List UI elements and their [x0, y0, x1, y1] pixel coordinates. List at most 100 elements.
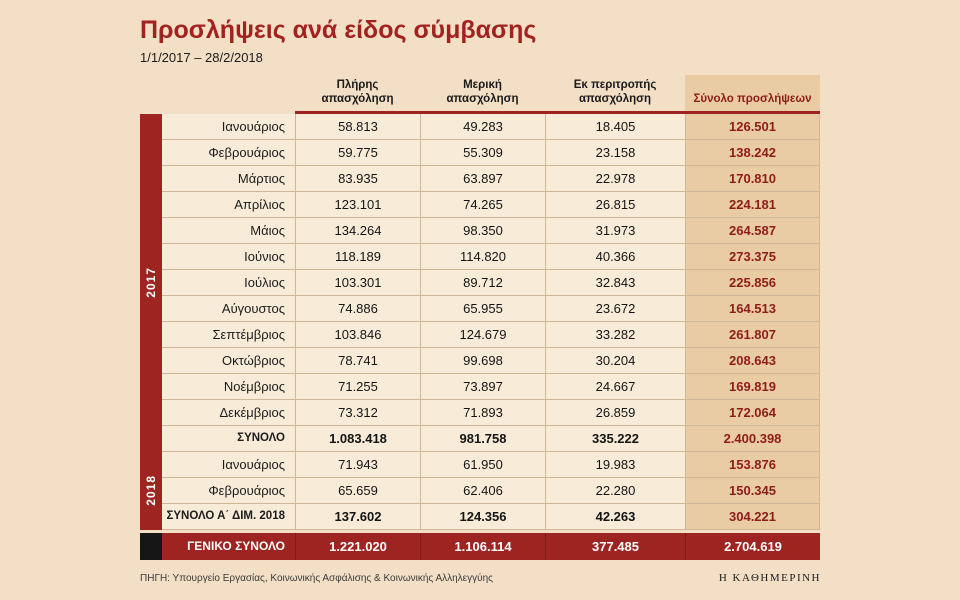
table-row: Ιούνιος 118.189 114.820 40.366 273.375 — [162, 243, 820, 270]
value-cell: 71.255 — [295, 373, 420, 400]
year-label: 2017 — [144, 267, 158, 298]
value-cell: 73.897 — [420, 373, 545, 400]
value-cell: 33.282 — [545, 321, 685, 348]
value-cell: 137.602 — [295, 503, 420, 530]
total-value-cell: 225.856 — [685, 269, 820, 296]
value-cell: 42.263 — [545, 503, 685, 530]
value-cell: 62.406 — [420, 477, 545, 504]
table-header: Πλήρης απασχόληση Μερική απασχόληση Εκ π… — [140, 75, 821, 114]
value-cell: 49.283 — [420, 113, 545, 140]
value-cell: 26.815 — [545, 191, 685, 218]
total-value-cell: 208.643 — [685, 347, 820, 374]
row-label: Ιούλιος — [162, 269, 295, 296]
total-value-cell: 126.501 — [685, 113, 820, 140]
value-cell: 18.405 — [545, 113, 685, 140]
value-cell: 1.106.114 — [420, 532, 545, 560]
value-cell: 74.265 — [420, 191, 545, 218]
row-label: ΣΥΝΟΛΟ Α΄ ΔΙΜ. 2018 — [162, 503, 295, 530]
table-row: Δεκέμβριος 73.312 71.893 26.859 172.064 — [162, 399, 820, 426]
total-value-cell: 304.221 — [685, 503, 820, 530]
table-row: Μάρτιος 83.935 63.897 22.978 170.810 — [162, 165, 820, 192]
value-cell: 1.083.418 — [295, 425, 420, 452]
total-value-cell: 170.810 — [685, 165, 820, 192]
date-range: 1/1/2017 – 28/2/2018 — [140, 50, 263, 65]
brand-kathimerini: Η ΚΑΘΗΜΕΡΙΝΗ — [718, 571, 821, 584]
value-cell: 335.222 — [545, 425, 685, 452]
row-label: ΓΕΝΙΚΟ ΣΥΝΟΛΟ — [162, 532, 295, 560]
value-cell: 22.978 — [545, 165, 685, 192]
group-rows: Ιανουάριος 58.813 49.283 18.405 126.501 Φεβρο… — [162, 113, 820, 452]
value-cell: 89.712 — [420, 269, 545, 296]
value-cell: 65.659 — [295, 477, 420, 504]
row-label: Νοέμβριος — [162, 373, 295, 400]
value-cell: 103.301 — [295, 269, 420, 296]
value-cell: 124.356 — [420, 503, 545, 530]
row-label: Ιανουάριος — [162, 451, 295, 478]
row-label: Απρίλιος — [162, 191, 295, 218]
table-row: Νοέμβριος 71.255 73.897 24.667 169.819 — [162, 373, 820, 400]
total-value-cell: 273.375 — [685, 243, 820, 270]
value-cell: 103.846 — [295, 321, 420, 348]
value-cell: 23.158 — [545, 139, 685, 166]
year-groups: 2017 Ιανουάριος 58.813 49.283 18.405 126.501 Φ… — [140, 113, 821, 530]
year-label: 2018 — [144, 475, 158, 506]
table-row: Ιούλιος 103.301 89.712 32.843 225.856 — [162, 269, 820, 296]
value-cell: 98.350 — [420, 217, 545, 244]
total-value-cell: 2.704.619 — [685, 532, 820, 560]
value-cell: 114.820 — [420, 243, 545, 270]
row-label: Οκτώβριος — [162, 347, 295, 374]
grand-total-section: ΓΕΝΙΚΟ ΣΥΝΟΛΟ 1.221.020 1.106.114 377.485 2.… — [140, 532, 821, 560]
table-row: Φεβρουάριος 59.775 55.309 23.158 138.242 — [162, 139, 820, 166]
table-row: Ιανουάριος 71.943 61.950 19.983 153.876 — [162, 451, 820, 478]
year-group-2018: 2018 Ιανουάριος 71.943 61.950 19.983 153.876 Φ… — [140, 451, 821, 530]
row-label: Φεβρουάριος — [162, 477, 295, 504]
total-value-cell: 172.064 — [685, 399, 820, 426]
value-cell: 1.221.020 — [295, 532, 420, 560]
table-row: Φεβρουάριος 65.659 62.406 22.280 150.345 — [162, 477, 820, 504]
row-label: Σεπτέμβριος — [162, 321, 295, 348]
table-row: Σεπτέμβριος 103.846 124.679 33.282 261.807 — [162, 321, 820, 348]
value-cell: 40.366 — [545, 243, 685, 270]
column-header-full-employment: Πλήρης απασχόληση — [295, 75, 420, 114]
total-value-cell: 224.181 — [685, 191, 820, 218]
value-cell: 83.935 — [295, 165, 420, 192]
row-label: Δεκέμβριος — [162, 399, 295, 426]
total-value-cell: 150.345 — [685, 477, 820, 504]
table-row: Απρίλιος 123.101 74.265 26.815 224.181 — [162, 191, 820, 218]
header-spacer — [140, 75, 295, 114]
value-cell: 59.775 — [295, 139, 420, 166]
total-row: ΣΥΝΟΛΟ Α΄ ΔΙΜ. 2018 137.602 124.356 42.263 3… — [162, 503, 820, 530]
row-label: Αύγουστος — [162, 295, 295, 322]
corner-block — [140, 532, 162, 560]
value-cell: 19.983 — [545, 451, 685, 478]
value-cell: 123.101 — [295, 191, 420, 218]
infographic-content: Προσλήψεις ανά είδος σύμβασης 1/1/2017 –… — [140, 16, 821, 584]
value-cell: 23.672 — [545, 295, 685, 322]
value-cell: 377.485 — [545, 532, 685, 560]
total-value-cell: 138.242 — [685, 139, 820, 166]
hirings-table: Πλήρης απασχόληση Μερική απασχόληση Εκ π… — [140, 75, 821, 560]
column-header-part-time: Μερική απασχόληση — [420, 75, 545, 114]
group-rows: Ιανουάριος 71.943 61.950 19.983 153.876 Φεβρο… — [162, 451, 820, 530]
value-cell: 71.893 — [420, 399, 545, 426]
table-row: Ιανουάριος 58.813 49.283 18.405 126.501 — [162, 113, 820, 140]
row-label: Φεβρουάριος — [162, 139, 295, 166]
table-row: Αύγουστος 74.886 65.955 23.672 164.513 — [162, 295, 820, 322]
value-cell: 65.955 — [420, 295, 545, 322]
value-cell: 61.950 — [420, 451, 545, 478]
source-note: ΠΗΓΗ: Υπουργείο Εργασίας, Κοινωνικής Ασφ… — [140, 572, 493, 584]
value-cell: 30.204 — [545, 347, 685, 374]
value-cell: 63.897 — [420, 165, 545, 192]
value-cell: 78.741 — [295, 347, 420, 374]
year-band: 2018 — [140, 451, 162, 530]
value-cell: 118.189 — [295, 243, 420, 270]
value-cell: 26.859 — [545, 399, 685, 426]
year-group-2017: 2017 Ιανουάριος 58.813 49.283 18.405 126.501 Φ… — [140, 113, 821, 452]
value-cell: 24.667 — [545, 373, 685, 400]
total-value-cell: 261.807 — [685, 321, 820, 348]
value-cell: 71.943 — [295, 451, 420, 478]
value-cell: 32.843 — [545, 269, 685, 296]
row-label: Ιανουάριος — [162, 113, 295, 140]
value-cell: 124.679 — [420, 321, 545, 348]
